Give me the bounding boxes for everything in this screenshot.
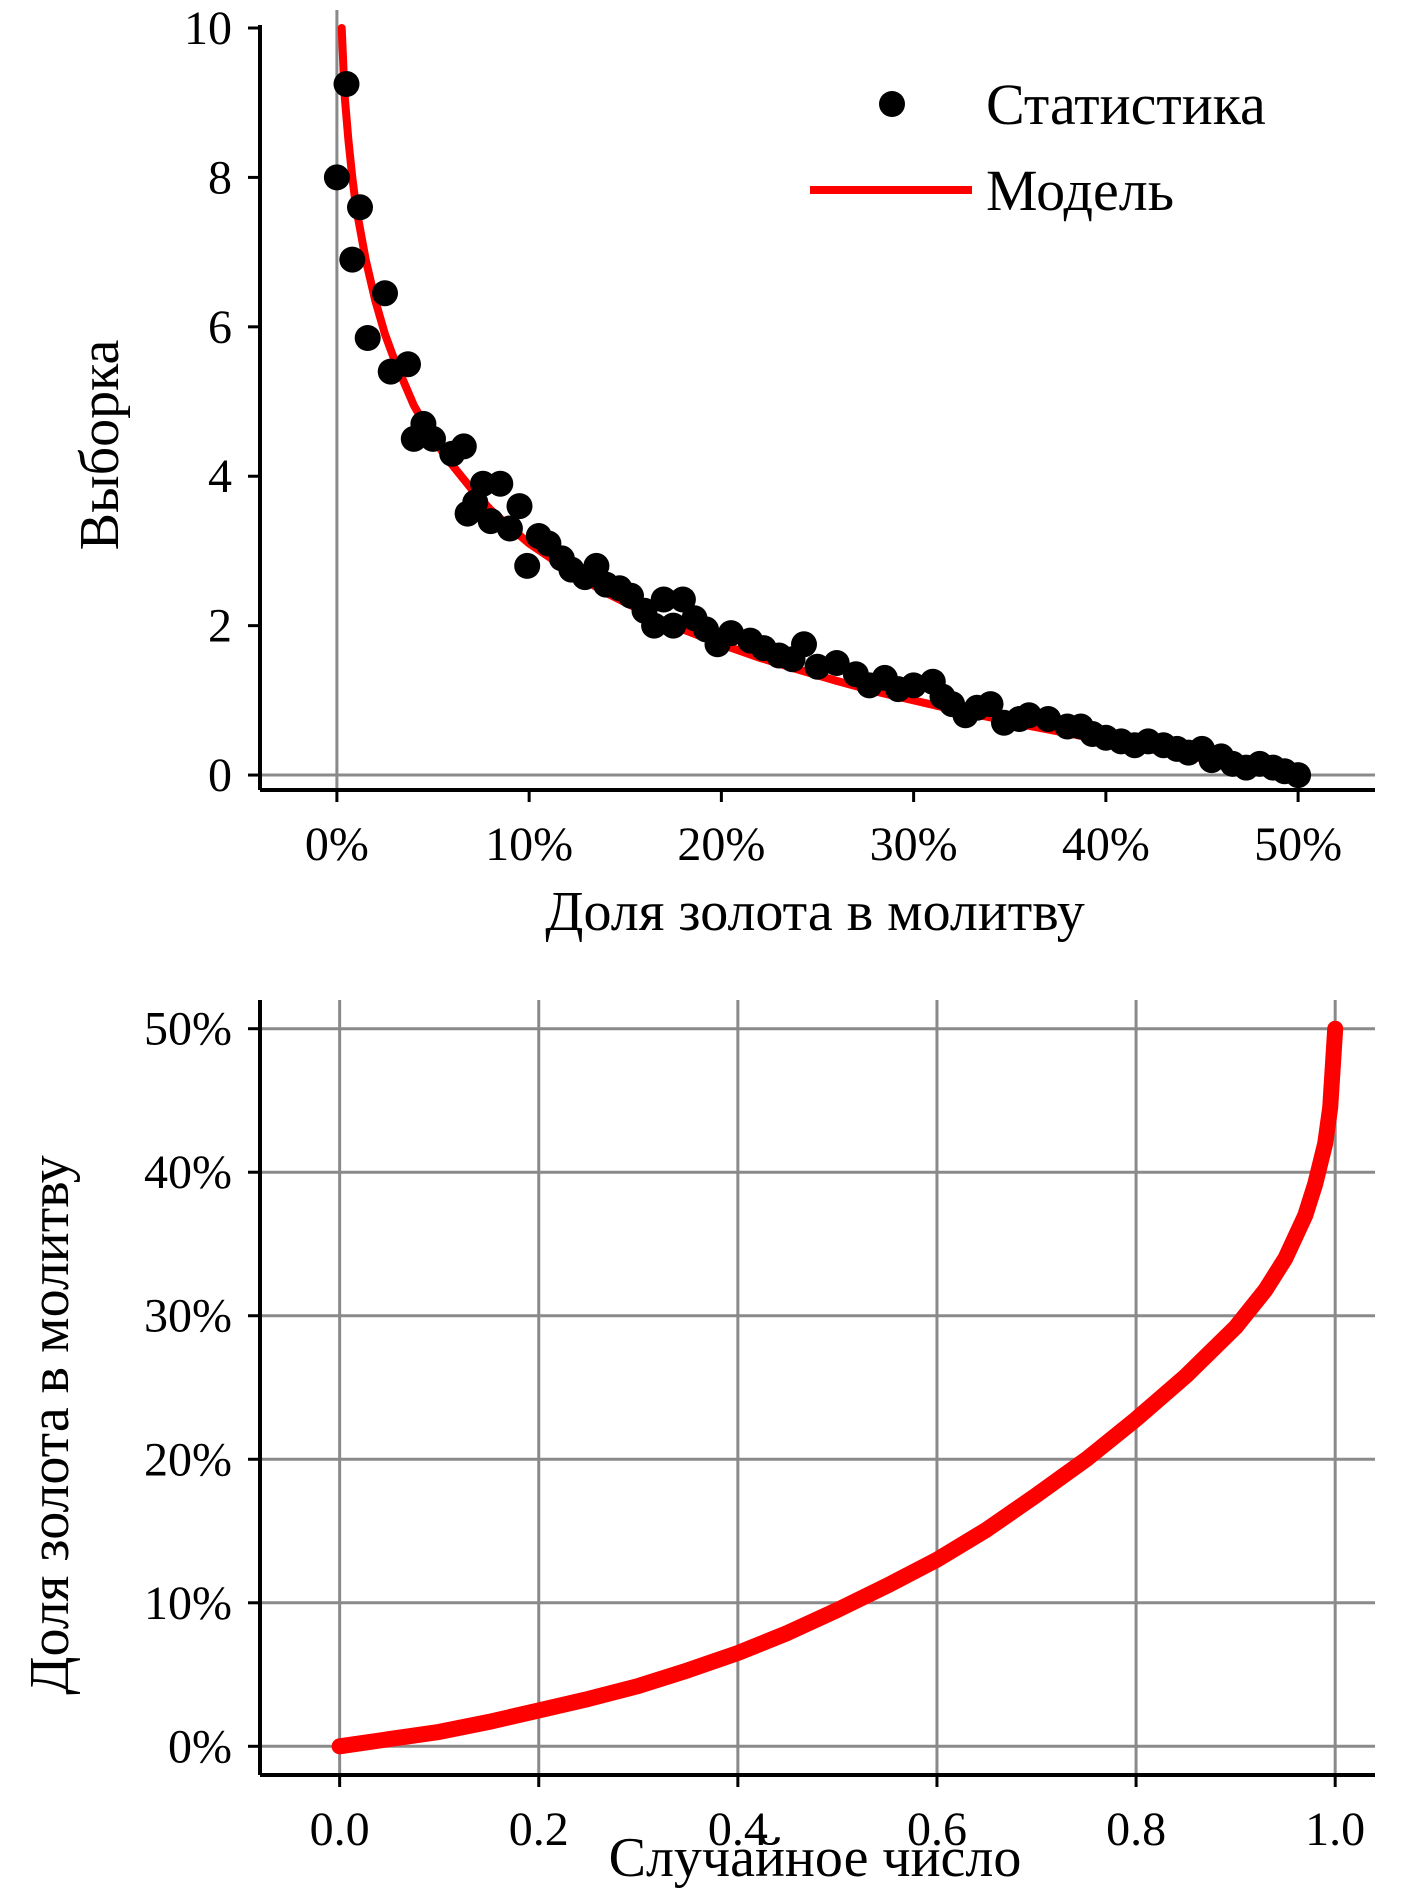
scatter-point — [1016, 702, 1042, 729]
bottom-x-tick-label: 1.0 — [1305, 1803, 1365, 1856]
scatter-point — [791, 631, 817, 658]
bottom-y-tick-label: 20% — [144, 1433, 232, 1486]
scatter-point — [900, 672, 927, 699]
top-y-tick-label: 2 — [208, 600, 232, 653]
legend-point-swatch — [879, 91, 905, 117]
bottom-y-axis-title: Доля золота в молитву — [19, 1155, 81, 1695]
bottom-x-tick-label: 0.6 — [907, 1803, 967, 1856]
bottom-x-axis-title: Случайное число — [609, 1827, 1022, 1889]
scatter-point — [347, 194, 373, 221]
top-reference-lines — [260, 10, 1375, 790]
top-x-tick-label: 0% — [305, 818, 369, 871]
scatter-point — [977, 691, 1004, 718]
scatter-point — [420, 425, 446, 452]
legend-label-model: Модель — [986, 158, 1174, 223]
bottom-tick-labels: 0.0 0.2 0.4 0.6 0.8 1.0 0% 10% 20% 30% 40% 50% — [144, 1003, 1365, 1856]
top-y-tick-label: 0 — [208, 749, 232, 802]
scatter-point — [496, 515, 523, 542]
scatter-point — [354, 325, 381, 351]
bottom-y-tick-label: 0% — [168, 1720, 232, 1773]
bottom-y-tick-label: 40% — [144, 1146, 232, 1199]
top-y-tick-label: 4 — [208, 450, 232, 503]
quantile-curve-line — [331, 1020, 1344, 1755]
top-x-axis-title: Доля золота в молитву — [545, 881, 1085, 943]
top-panel: 0% 10% 20% 30% 40% 50% 0 2 4 6 8 10 Доля золота в м… — [69, 2, 1375, 943]
scatter-point — [395, 351, 421, 378]
scatter-point — [506, 493, 533, 520]
top-x-tick-label: 10% — [485, 818, 573, 871]
bottom-curve-layer — [331, 1020, 1344, 1755]
scatter-point — [650, 586, 677, 613]
top-legend: Статистика Модель — [810, 72, 1266, 223]
scatter-point — [339, 246, 366, 273]
bottom-y-tick-label: 50% — [144, 1003, 232, 1056]
scatter-point — [333, 71, 360, 97]
scatter-point — [669, 586, 696, 613]
top-x-tick-label: 30% — [870, 818, 958, 871]
top-tick-labels: 0% 10% 20% 30% 40% 50% 0 2 4 6 8 10 — [184, 2, 1342, 871]
scatter-point — [323, 164, 350, 191]
scatter-point — [823, 650, 850, 676]
top-x-tick-label: 20% — [677, 818, 765, 871]
scatter-point — [804, 653, 831, 680]
top-y-tick-label: 6 — [208, 301, 232, 354]
scatter-point — [514, 552, 541, 579]
bottom-axes — [248, 1000, 1375, 1787]
bottom-y-tick-label: 10% — [144, 1577, 232, 1630]
scatter-point — [660, 612, 687, 639]
scatter-point — [450, 433, 477, 460]
bottom-gridlines — [260, 1000, 1375, 1775]
bottom-x-tick-label: 0.0 — [310, 1803, 370, 1856]
bottom-y-tick-label: 30% — [144, 1290, 232, 1343]
scatter-point — [487, 470, 514, 497]
top-scatter-points — [323, 71, 1312, 789]
top-y-tick-label: 8 — [208, 151, 232, 204]
scatter-point — [1285, 762, 1312, 789]
bottom-x-tick-label: 0.4 — [708, 1803, 768, 1856]
top-y-tick-label: 10 — [184, 2, 232, 55]
bottom-panel: 0.0 0.2 0.4 0.6 0.8 1.0 0% 10% 20% 30% 40% 50% Случ… — [19, 1000, 1375, 1889]
top-x-tick-label: 50% — [1254, 818, 1342, 871]
legend-label-statistics: Статистика — [986, 72, 1266, 137]
bottom-x-tick-label: 0.8 — [1106, 1803, 1166, 1856]
bottom-x-tick-label: 0.2 — [509, 1803, 569, 1856]
top-y-axis-title: Выборка — [69, 340, 131, 551]
top-x-tick-label: 40% — [1062, 818, 1150, 871]
top-axes — [248, 25, 1375, 802]
scatter-point — [641, 612, 668, 639]
scatter-point — [372, 280, 398, 307]
